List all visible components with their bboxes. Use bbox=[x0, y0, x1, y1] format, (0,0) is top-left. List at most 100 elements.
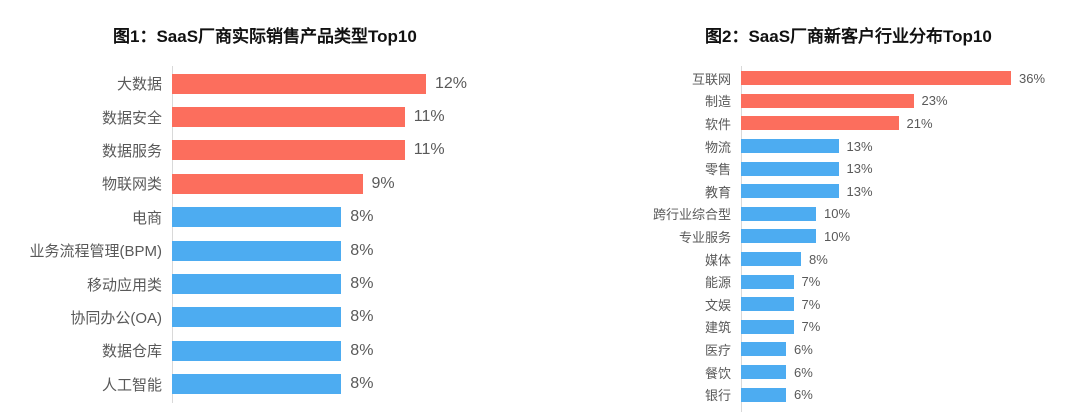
bar bbox=[741, 139, 839, 154]
value-label: 8% bbox=[350, 308, 374, 326]
value-label: 23% bbox=[921, 93, 948, 109]
value-label: 10% bbox=[824, 206, 851, 222]
bar bbox=[741, 342, 786, 357]
bar-row: 数据仓库 8% bbox=[0, 334, 540, 367]
category-label: 专业服务 bbox=[678, 229, 731, 245]
value-label: 7% bbox=[801, 274, 821, 290]
bar bbox=[741, 206, 816, 221]
category-label: 大数据 bbox=[116, 76, 162, 94]
bar-row: 物流 13% bbox=[540, 135, 1080, 158]
value-label: 36% bbox=[1019, 70, 1046, 86]
category-label: 物联网类 bbox=[101, 176, 162, 194]
value-label: 8% bbox=[350, 241, 374, 259]
value-label: 13% bbox=[846, 183, 873, 199]
value-label: 13% bbox=[846, 161, 873, 177]
value-label: 12% bbox=[435, 74, 468, 92]
bar-row: 教育 13% bbox=[540, 180, 1080, 203]
value-label: 8% bbox=[350, 375, 374, 393]
bar-row: 银行 6% bbox=[540, 383, 1080, 406]
bar bbox=[172, 107, 405, 128]
bar bbox=[741, 319, 794, 334]
bar-row: 文娱 7% bbox=[540, 293, 1080, 316]
category-label: 物流 bbox=[704, 139, 731, 155]
value-label: 6% bbox=[794, 341, 813, 357]
value-label: 8% bbox=[350, 275, 374, 293]
bar-row: 人工智能 8% bbox=[0, 368, 540, 401]
category-label: 互联网 bbox=[691, 71, 731, 87]
category-label: 文娱 bbox=[704, 297, 731, 313]
bar bbox=[741, 161, 839, 176]
bar bbox=[172, 307, 342, 328]
chart2-title: 图2：SaaS厂商新客户行业分布Top10 bbox=[705, 27, 992, 46]
value-label: 21% bbox=[906, 115, 933, 131]
bar-row: 餐饮 6% bbox=[540, 361, 1080, 384]
category-label: 数据服务 bbox=[101, 142, 162, 160]
value-label: 8% bbox=[809, 251, 828, 267]
bar bbox=[172, 207, 342, 228]
value-label: 13% bbox=[846, 138, 873, 154]
category-label: 数据仓库 bbox=[101, 343, 162, 361]
chart2-bar-rows: 互联网 36% 制造 23% 软件 21% 物流 13% 零售 13% 教育 13% 跨行业综合型 10%… bbox=[540, 67, 1080, 406]
bar-row: 数据服务 11% bbox=[0, 134, 540, 167]
bar-row: 零售 13% bbox=[540, 157, 1080, 180]
bar bbox=[741, 252, 801, 267]
value-label: 11% bbox=[413, 108, 445, 126]
bar bbox=[741, 387, 786, 402]
bar bbox=[172, 140, 405, 161]
category-label: 制造 bbox=[704, 94, 731, 110]
bar-row: 能源 7% bbox=[540, 270, 1080, 293]
category-label: 能源 bbox=[704, 275, 731, 291]
value-label: 6% bbox=[794, 364, 813, 380]
bar-row: 跨行业综合型 10% bbox=[540, 203, 1080, 226]
chart1-bar-rows: 大数据 12% 数据安全 11% 数据服务 11% 物联网类 9% 电商 8% 业务流程管理(BPM… bbox=[0, 67, 540, 401]
value-label: 7% bbox=[801, 319, 821, 335]
category-label: 教育 bbox=[704, 184, 731, 200]
bar-row: 移动应用类 8% bbox=[0, 267, 540, 300]
bar bbox=[172, 374, 342, 395]
bar-row: 制造 23% bbox=[540, 90, 1080, 113]
category-label: 人工智能 bbox=[101, 376, 162, 394]
category-label: 餐饮 bbox=[704, 365, 731, 381]
category-label: 数据安全 bbox=[101, 109, 162, 127]
value-label: 9% bbox=[371, 174, 395, 192]
bar bbox=[172, 274, 342, 295]
bar-row: 数据安全 11% bbox=[0, 100, 540, 133]
value-label: 11% bbox=[413, 141, 445, 159]
category-label: 零售 bbox=[704, 162, 731, 178]
bar bbox=[741, 274, 794, 289]
category-label: 移动应用类 bbox=[86, 276, 162, 294]
bar-row: 物联网类 9% bbox=[0, 167, 540, 200]
value-label: 8% bbox=[350, 208, 374, 226]
bar bbox=[172, 173, 363, 194]
category-label: 银行 bbox=[704, 388, 731, 404]
value-label: 8% bbox=[350, 341, 374, 359]
category-label: 业务流程管理(BPM) bbox=[29, 243, 163, 261]
bar bbox=[172, 240, 342, 261]
value-label: 7% bbox=[801, 296, 821, 312]
bar-row: 专业服务 10% bbox=[540, 225, 1080, 248]
bar bbox=[741, 71, 1011, 86]
chart1-title: 图1：SaaS厂商实际销售产品类型Top10 bbox=[113, 27, 417, 46]
bar bbox=[172, 73, 426, 94]
category-label: 建筑 bbox=[704, 320, 731, 336]
bar bbox=[741, 229, 816, 244]
bar-row: 互联网 36% bbox=[540, 67, 1080, 90]
value-label: 6% bbox=[794, 387, 813, 403]
bar-row: 建筑 7% bbox=[540, 316, 1080, 339]
bar-row: 医疗 6% bbox=[540, 338, 1080, 361]
category-label: 媒体 bbox=[704, 252, 731, 268]
category-label: 跨行业综合型 bbox=[652, 207, 731, 223]
bar-row: 大数据 12% bbox=[0, 67, 540, 100]
bar-row: 业务流程管理(BPM) 8% bbox=[0, 234, 540, 267]
category-label: 医疗 bbox=[704, 342, 731, 358]
bar bbox=[741, 184, 839, 199]
category-label: 软件 bbox=[704, 116, 731, 132]
bar bbox=[172, 340, 342, 361]
value-label: 10% bbox=[824, 228, 851, 244]
bar-row: 软件 21% bbox=[540, 112, 1080, 135]
chart1-axis-line bbox=[172, 66, 173, 403]
bar-row: 协同办公(OA) 8% bbox=[0, 301, 540, 334]
bar bbox=[741, 365, 786, 380]
category-label: 电商 bbox=[131, 209, 162, 227]
